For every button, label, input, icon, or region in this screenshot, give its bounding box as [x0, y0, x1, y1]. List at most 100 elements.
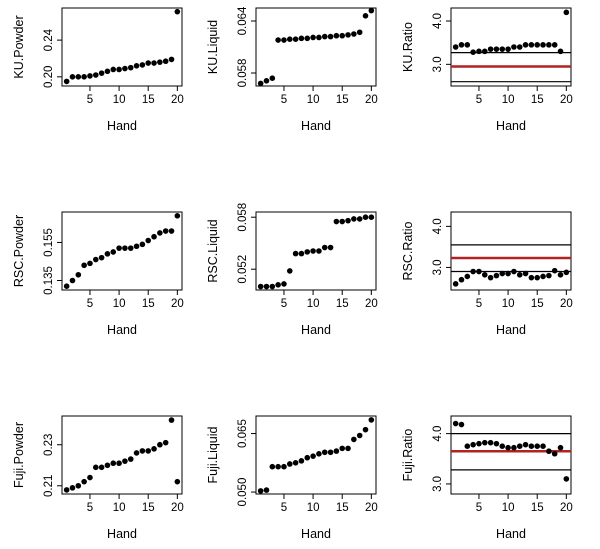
data-point	[145, 448, 152, 454]
data-point	[321, 33, 328, 40]
panel: 5 10 15 20 3.0 4.0 Hand KU.Ratio	[401, 7, 573, 133]
data-point	[362, 426, 369, 433]
data-point	[162, 58, 169, 65]
data-point	[528, 443, 535, 449]
data-point	[257, 80, 264, 87]
data-point	[81, 262, 87, 269]
data-point	[351, 436, 357, 443]
data-point	[110, 460, 117, 467]
x-tick-label: 5	[476, 94, 482, 106]
data-point	[122, 245, 128, 251]
data-point	[511, 444, 517, 451]
data-point	[476, 48, 482, 55]
y-tick-label: 4.0	[432, 218, 444, 234]
data-point	[499, 46, 506, 52]
y-tick-label: 0.20	[43, 66, 55, 88]
data-point	[281, 281, 287, 287]
data-point	[269, 283, 276, 290]
x-axis-label: Hand	[107, 323, 137, 337]
x-tick-label: 15	[531, 298, 544, 310]
data-point	[133, 63, 140, 69]
data-point	[476, 440, 482, 447]
data-point	[286, 461, 293, 467]
data-point	[534, 42, 541, 48]
data-point	[122, 65, 128, 72]
data-point	[528, 274, 535, 281]
y-tick-label: 0.065	[237, 419, 249, 448]
data-point	[327, 244, 334, 251]
data-point	[551, 267, 558, 274]
data-point	[458, 276, 465, 283]
data-point	[452, 44, 459, 50]
plot-frame	[61, 415, 183, 495]
data-point	[327, 33, 334, 40]
data-point	[563, 269, 570, 276]
data-point	[316, 451, 322, 457]
data-point	[304, 454, 311, 461]
data-point	[275, 463, 281, 470]
y-tick-label: 0.058	[237, 203, 249, 232]
data-point	[81, 74, 87, 80]
data-point	[452, 420, 459, 427]
data-point	[304, 35, 311, 42]
x-axis-label: Hand	[496, 527, 526, 541]
data-point	[505, 444, 511, 451]
x-tick-label: 20	[560, 94, 573, 106]
data-point	[98, 254, 105, 261]
x-axis-label: Hand	[107, 119, 137, 133]
data-point	[534, 443, 541, 449]
x-tick-label: 20	[365, 94, 378, 106]
y-tick-label: 3.0	[432, 259, 444, 275]
data-point	[133, 450, 140, 456]
plot-frame	[61, 211, 183, 291]
data-point	[269, 463, 276, 470]
data-point	[339, 218, 346, 225]
data-point	[310, 248, 316, 254]
data-point	[516, 44, 523, 50]
data-point	[316, 34, 322, 41]
x-axis-label: Hand	[496, 323, 526, 337]
data-point	[151, 60, 157, 66]
data-point	[174, 213, 181, 219]
data-point	[92, 72, 99, 78]
data-point	[104, 462, 111, 469]
data-point	[522, 42, 529, 48]
data-point	[127, 456, 134, 462]
data-point	[476, 268, 482, 275]
x-tick-label: 15	[336, 298, 349, 310]
x-tick-label: 15	[142, 94, 155, 106]
data-point	[292, 250, 299, 257]
data-point	[116, 66, 122, 73]
x-tick-label: 10	[502, 502, 515, 514]
data-point	[281, 37, 287, 43]
data-point	[351, 216, 357, 222]
x-tick-label: 5	[281, 94, 287, 106]
data-point	[333, 32, 340, 39]
y-tick-label: 4.0	[432, 426, 444, 442]
x-tick-label: 15	[142, 298, 155, 310]
data-point	[151, 446, 157, 452]
data-point	[151, 233, 157, 240]
plot-frame	[255, 211, 377, 291]
x-tick-label: 15	[142, 502, 155, 514]
data-point	[470, 441, 476, 448]
data-point	[487, 439, 494, 446]
data-point	[540, 443, 546, 449]
x-axis-label: Hand	[301, 119, 331, 133]
data-point	[174, 478, 181, 485]
x-tick-label: 5	[476, 502, 482, 514]
data-point	[145, 60, 152, 66]
data-point	[499, 443, 506, 449]
data-point	[310, 34, 316, 41]
data-point	[174, 8, 181, 15]
panel: 5 10 15 20 3.0 4.0 Hand RSC.Ratio	[401, 211, 573, 337]
data-point	[505, 46, 511, 52]
panel: 5 10 15 20 0.058 0.064 Hand KU.Liquid	[206, 6, 378, 133]
data-point	[362, 214, 369, 220]
x-tick-label: 5	[87, 94, 93, 106]
data-point	[292, 460, 299, 466]
data-point	[511, 268, 517, 275]
data-point	[263, 78, 270, 84]
data-point	[464, 273, 471, 280]
x-tick-label: 20	[365, 502, 378, 514]
